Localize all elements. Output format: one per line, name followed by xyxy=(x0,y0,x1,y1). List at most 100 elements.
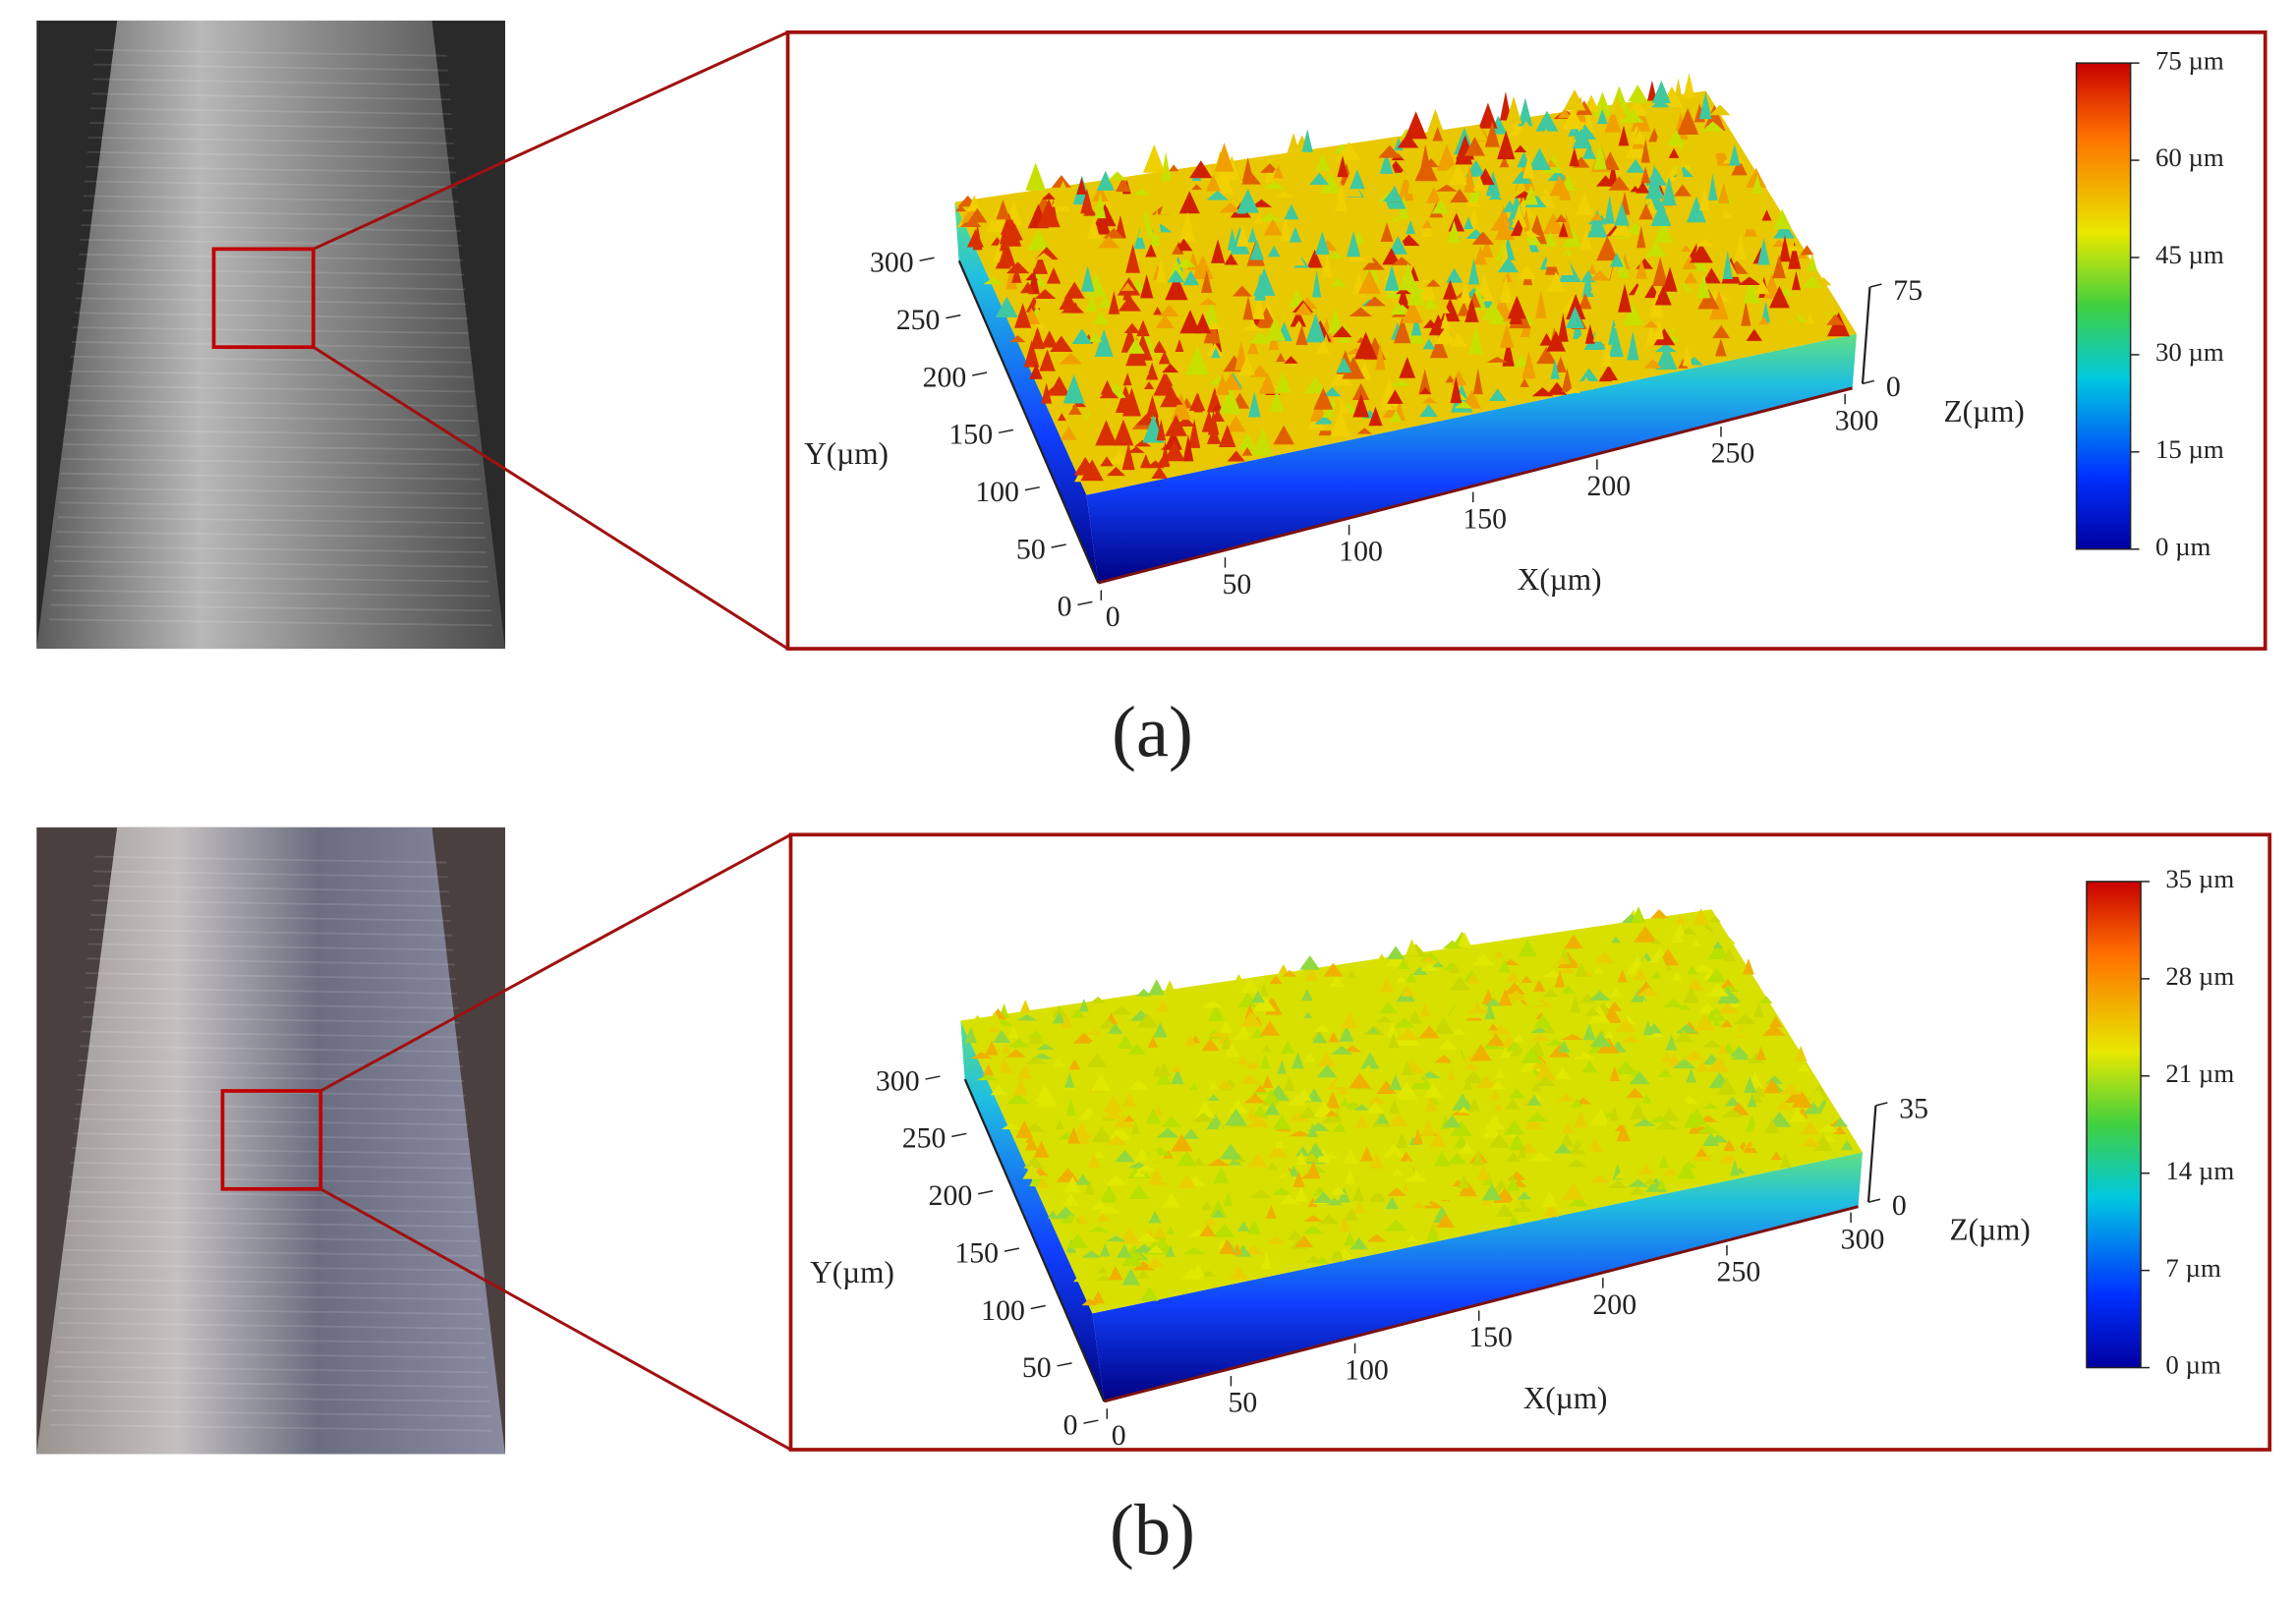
surface-peak xyxy=(1314,416,1335,425)
surface-peak xyxy=(1662,266,1678,292)
surface-peak xyxy=(1147,1245,1165,1253)
surface-peak xyxy=(1211,1209,1226,1218)
surface-peak xyxy=(1139,274,1154,299)
surface-peak xyxy=(1484,1114,1505,1130)
surface-peak xyxy=(1099,387,1119,399)
surface-peak xyxy=(1713,1014,1727,1021)
surface-peak xyxy=(1247,1219,1262,1234)
surface-peak xyxy=(1432,961,1445,968)
surface-peak xyxy=(1672,284,1693,303)
surface-peak xyxy=(1720,1019,1733,1028)
surface-peak xyxy=(1515,120,1538,142)
surface-peak xyxy=(1457,302,1471,316)
surface-peak xyxy=(1768,285,1790,309)
surface-peak xyxy=(1093,1150,1105,1159)
surface-peak xyxy=(1701,121,1725,132)
surface-peak xyxy=(1303,1152,1320,1163)
surface-peak xyxy=(1721,1109,1745,1117)
surface-peak xyxy=(1100,1242,1111,1257)
surface-peak xyxy=(1723,1139,1736,1152)
surface-peak xyxy=(1751,1094,1763,1103)
surface-peak xyxy=(1178,211,1196,242)
surface-peak xyxy=(1450,189,1469,202)
surface-peak xyxy=(1324,227,1344,236)
surface-peak xyxy=(1507,295,1526,319)
surface-peak xyxy=(1581,1060,1598,1073)
surface-peak xyxy=(986,1010,1004,1029)
surface-peak xyxy=(1258,372,1278,394)
surface-peak xyxy=(1024,1057,1048,1064)
surface-peak xyxy=(1794,1045,1808,1062)
surface-peak xyxy=(1389,1112,1408,1126)
surface-peak xyxy=(1182,323,1200,346)
surface-peak xyxy=(1561,368,1574,392)
surface-peak xyxy=(1228,1099,1248,1114)
surface-peak xyxy=(1626,158,1645,173)
surface-peak xyxy=(1034,294,1045,309)
surface-peak xyxy=(1368,406,1383,427)
colorbar-tick-label: 0 µm xyxy=(2165,1350,2221,1380)
surface-peak xyxy=(1803,1102,1824,1115)
surface-peak xyxy=(1121,442,1135,471)
surface-peak xyxy=(1075,1135,1091,1145)
surface-peak xyxy=(1655,344,1678,371)
photo-texture xyxy=(88,928,453,937)
surface-peak xyxy=(1522,1069,1541,1084)
surface-peak xyxy=(1578,292,1592,310)
surface-peak xyxy=(1628,85,1648,102)
surface-peak xyxy=(1391,257,1412,265)
surface-peak xyxy=(1420,963,1439,971)
surface-peak xyxy=(1007,1038,1031,1048)
surface-peak xyxy=(1420,1118,1436,1136)
surface-peak xyxy=(1439,236,1460,262)
surface-peak xyxy=(1238,355,1255,375)
surface-peak xyxy=(1481,302,1505,320)
y-axis-line xyxy=(963,1078,1106,1402)
surface-peak xyxy=(1595,175,1616,187)
surface-peak xyxy=(1363,254,1375,263)
surface-peak xyxy=(1699,185,1710,211)
surface-peak xyxy=(1426,1224,1440,1241)
surface-peak xyxy=(1147,1036,1159,1048)
surface-peak xyxy=(1701,1132,1720,1147)
surface-peak xyxy=(1452,1028,1465,1035)
surface-peak xyxy=(1360,1052,1380,1069)
surface-peak xyxy=(1333,1073,1346,1088)
surface-peak xyxy=(1309,398,1328,423)
surface-peak xyxy=(1718,1042,1728,1055)
surface-peak xyxy=(1204,298,1220,328)
surface-peak xyxy=(1241,321,1263,331)
surface-peak xyxy=(1807,254,1818,272)
surface-peak xyxy=(1561,984,1575,994)
surface-peak xyxy=(1625,1144,1646,1163)
surface-peak xyxy=(1698,91,1712,120)
surface-peak xyxy=(1121,1268,1140,1286)
surface-peak xyxy=(1506,1174,1520,1191)
surface-peak xyxy=(1603,1115,1615,1133)
surface-peak xyxy=(1741,301,1751,326)
photo-texture xyxy=(91,899,450,907)
surface-peak xyxy=(1452,1093,1474,1111)
surface-peak xyxy=(1521,351,1536,379)
surface-peak xyxy=(1499,90,1512,121)
surface-peak xyxy=(1127,446,1145,453)
surface-peak xyxy=(1514,226,1532,256)
panel: 050100150200250300050100150200250300075X… xyxy=(36,20,2267,773)
surface-peak xyxy=(1316,1052,1336,1066)
surface-peak xyxy=(1000,233,1009,252)
surface-peak xyxy=(1084,408,1107,421)
surface-peak xyxy=(1608,318,1620,345)
surface-peak xyxy=(1159,305,1179,317)
surface-peak xyxy=(1106,1134,1127,1145)
surface-peak xyxy=(1286,133,1301,155)
surface-left-wall xyxy=(954,201,1099,584)
surface-peak xyxy=(1115,1150,1135,1163)
surface-peak xyxy=(1277,1060,1288,1074)
y-tick-label: 150 xyxy=(954,1236,999,1269)
surface-peak xyxy=(1693,908,1710,925)
surface-peak xyxy=(1176,257,1196,267)
surface-peak xyxy=(1589,272,1610,293)
y-tick xyxy=(1030,1304,1046,1310)
surface-peak xyxy=(1401,139,1417,146)
surface-peak xyxy=(1093,311,1109,325)
